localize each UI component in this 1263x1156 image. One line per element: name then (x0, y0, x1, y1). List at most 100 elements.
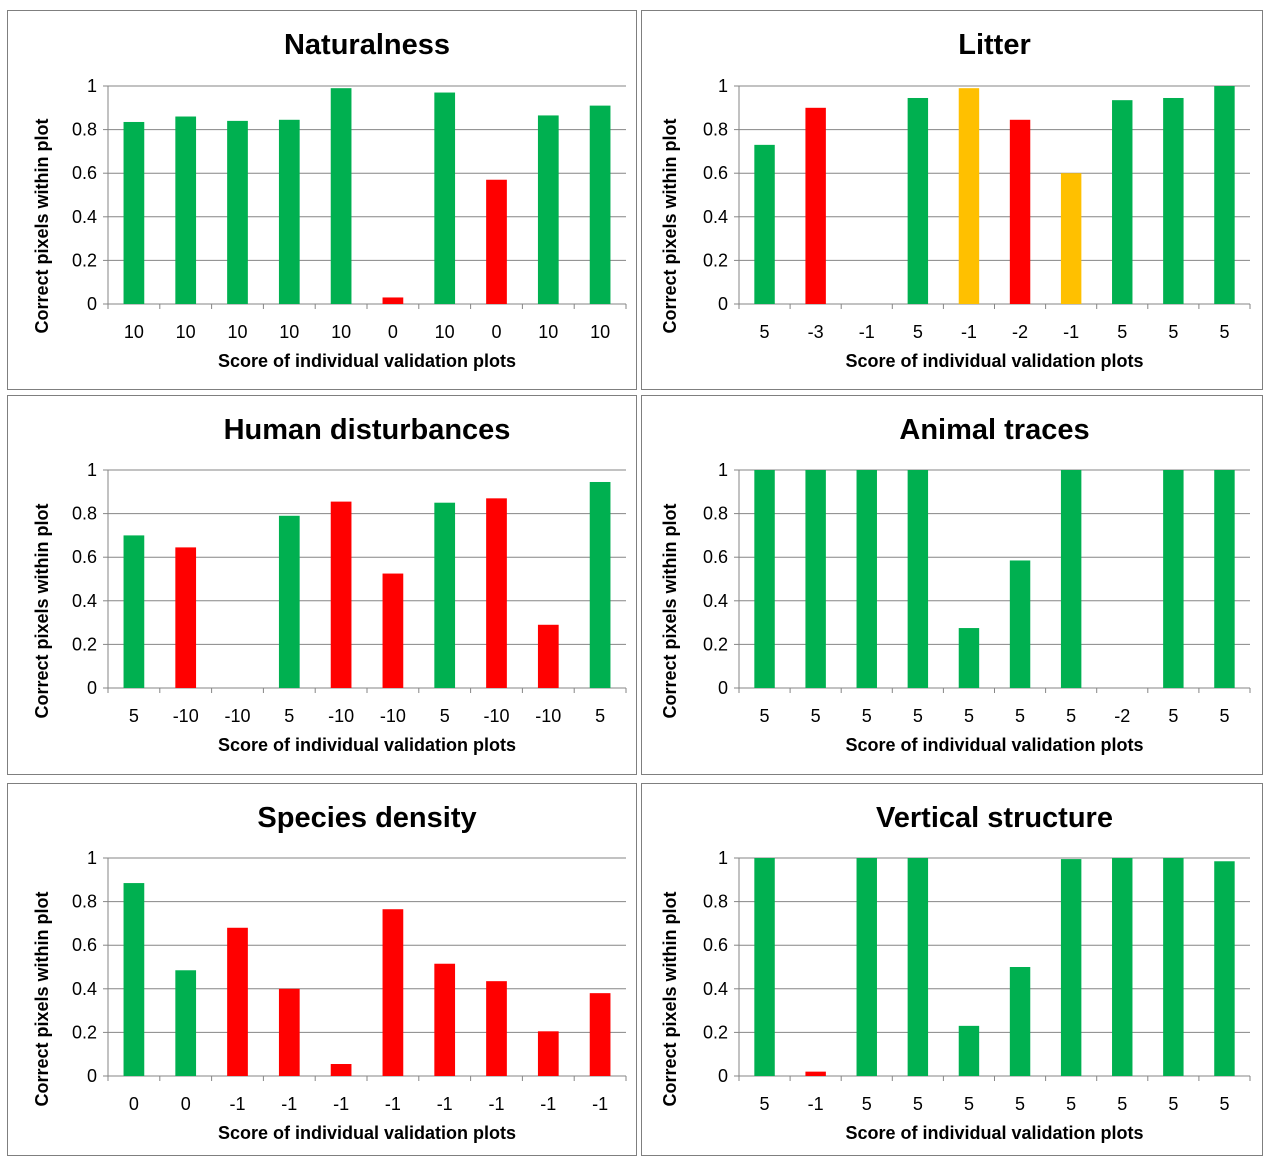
bar (434, 92, 456, 304)
bar (754, 470, 775, 688)
y-tick-label: 0 (87, 1066, 97, 1086)
y-tick-label: 1 (718, 460, 728, 480)
bar (805, 107, 826, 304)
x-tick-label: 0 (388, 322, 398, 342)
x-tick-label: 5 (913, 1094, 923, 1114)
y-tick-label: 1 (87, 460, 97, 480)
bar (1009, 119, 1031, 304)
y-tick-label: 0.6 (703, 163, 728, 183)
x-tick-label: -1 (592, 1094, 608, 1114)
bar (486, 981, 507, 1076)
bar (907, 858, 929, 1076)
y-tick-label: 0 (87, 678, 97, 698)
bar (589, 993, 611, 1076)
y-tick-label: 0.8 (72, 120, 97, 140)
x-tick-label: 5 (964, 706, 974, 726)
x-tick-label: 10 (279, 322, 299, 342)
bar (856, 470, 877, 688)
bar (175, 116, 197, 305)
bar (1009, 560, 1031, 688)
y-tick-label: 0.6 (72, 935, 97, 955)
bar (486, 498, 507, 688)
x-axis-label: Score of individual validation plots (218, 735, 516, 755)
chart-panel-animal-traces: Animal traces Correct pixels within plot S… (641, 395, 1263, 775)
y-tick-label: 0.4 (72, 207, 97, 227)
bar (175, 970, 197, 1076)
x-tick-label: 5 (1168, 706, 1178, 726)
x-tick-label: -2 (1114, 706, 1130, 726)
x-tick-label: 5 (1219, 706, 1229, 726)
bar (754, 144, 775, 304)
y-tick-label: 0.6 (72, 547, 97, 567)
bar (958, 628, 980, 688)
bar (434, 502, 456, 688)
x-tick-label: 10 (227, 322, 247, 342)
x-tick-label: 10 (124, 322, 144, 342)
x-tick-label: 5 (1015, 1094, 1025, 1114)
y-tick-label: 0.8 (72, 504, 97, 524)
bar (382, 573, 404, 688)
y-tick-label: 0.8 (703, 120, 728, 140)
bar (1163, 470, 1184, 688)
x-tick-label: 0 (491, 322, 501, 342)
x-tick-label: 5 (1168, 1094, 1178, 1114)
bar (856, 858, 877, 1076)
x-tick-label: -10 (224, 706, 250, 726)
bar (330, 501, 352, 688)
bar-chart-svg: Naturalness Correct pixels within plot Sco… (32, 29, 627, 371)
y-tick-label: 0 (87, 294, 97, 314)
bar (1214, 86, 1235, 304)
y-tick-label: 1 (87, 76, 97, 96)
x-tick-label: 10 (435, 322, 455, 342)
chart-title: Animal traces (899, 414, 1089, 446)
bar (382, 909, 404, 1076)
bar (278, 988, 300, 1076)
bar (278, 119, 300, 304)
x-tick-label: -10 (483, 706, 509, 726)
x-axis-label: Score of individual validation plots (845, 1123, 1143, 1143)
y-tick-label: 0.8 (703, 504, 728, 524)
x-tick-label: 5 (760, 706, 770, 726)
x-tick-label: -1 (281, 1094, 297, 1114)
y-tick-label: 0.4 (703, 207, 728, 227)
bar (123, 535, 145, 688)
bar (907, 470, 929, 688)
bar (434, 963, 456, 1076)
bar-chart-svg: Animal traces Correct pixels within plot S… (660, 414, 1251, 755)
bar (1009, 967, 1031, 1076)
x-tick-label: -3 (808, 322, 824, 342)
bar-chart-svg: Human disturbances Correct pixels within … (32, 414, 627, 755)
x-tick-label: 5 (760, 322, 770, 342)
bar (1163, 97, 1184, 305)
x-tick-label: 5 (1168, 322, 1178, 342)
bar (175, 547, 197, 688)
y-tick-label: 0.4 (703, 979, 728, 999)
y-axis-label: Correct pixels within plot (660, 503, 680, 718)
x-tick-label: -1 (961, 322, 977, 342)
x-tick-label: 5 (913, 322, 923, 342)
bar (907, 97, 929, 305)
x-axis-label: Score of individual validation plots (218, 1123, 516, 1143)
x-tick-label: -1 (540, 1094, 556, 1114)
y-tick-label: 0.2 (703, 250, 728, 270)
bar (537, 115, 559, 305)
bar (754, 858, 775, 1076)
bar (486, 179, 507, 304)
bar (1060, 859, 1082, 1076)
x-tick-label: 10 (590, 322, 610, 342)
x-tick-label: 10 (331, 322, 351, 342)
chart-panel-human-disturbances: Human disturbances Correct pixels within … (7, 395, 637, 775)
chart-panel-vertical-structure: Vertical structure Correct pixels within … (641, 783, 1263, 1156)
y-tick-label: 1 (87, 848, 97, 868)
x-tick-label: 5 (1219, 1094, 1229, 1114)
y-tick-label: 0.2 (72, 250, 97, 270)
x-tick-label: 10 (176, 322, 196, 342)
bar (958, 88, 980, 305)
x-tick-label: 5 (1066, 706, 1076, 726)
bar (123, 883, 145, 1076)
x-tick-label: 0 (129, 1094, 139, 1114)
chart-title: Litter (958, 29, 1031, 61)
y-tick-label: 0.6 (72, 163, 97, 183)
x-tick-label: 5 (129, 706, 139, 726)
x-tick-label: -10 (173, 706, 199, 726)
